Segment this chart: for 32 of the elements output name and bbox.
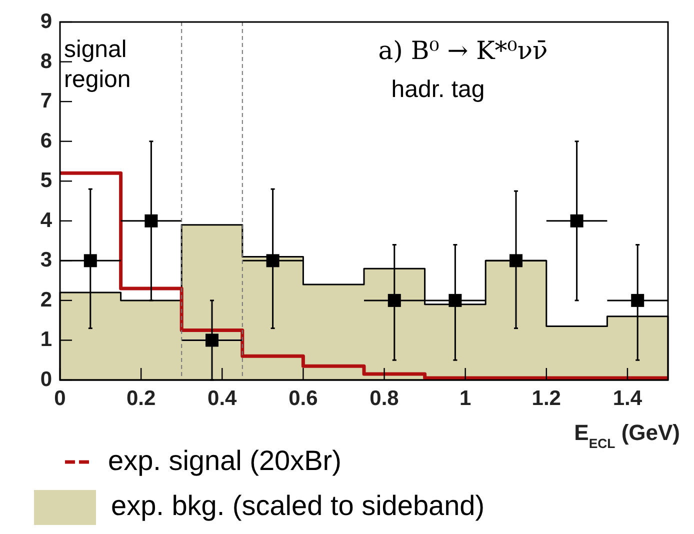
point	[84, 254, 97, 268]
x-tick-label: 1.4	[612, 387, 642, 410]
point	[510, 254, 522, 268]
y-tick-label: 7	[40, 90, 52, 113]
y-tick-label: 2	[40, 288, 52, 312]
y-tick-label: 6	[40, 129, 52, 152]
y-tick-label: 3	[40, 248, 52, 272]
x-tick-label: 1	[459, 387, 472, 410]
x-axis-title: E$_{ECL}$ (GeV)	[574, 420, 680, 450]
legend-label: exp. bkg. (scaled to sideband)	[111, 490, 485, 521]
x-tick-label: 0.2	[126, 387, 156, 410]
point	[206, 334, 218, 347]
y-tick-label: 4	[40, 208, 52, 232]
point	[631, 294, 644, 307]
point	[448, 294, 462, 307]
x-tick-label: 0.4	[208, 387, 238, 410]
annotation: a) B⁰ → K*⁰νν̄	[378, 36, 548, 65]
x-tick-label: 1.2	[532, 387, 561, 410]
point	[266, 254, 280, 268]
x-tick-label: 0.8	[370, 387, 400, 410]
y-tick-label: 0	[40, 368, 52, 391]
y-tick-label: 8	[40, 50, 52, 73]
y-tick-label: 1	[40, 328, 52, 352]
legend-label: exp. signal (20xBr)	[108, 445, 342, 476]
annotation: signal region	[64, 36, 131, 93]
x-tick-label: 0.6	[288, 387, 318, 410]
y-tick-label: 9	[40, 10, 52, 33]
point	[570, 214, 584, 228]
y-tick-label: 5	[40, 169, 52, 192]
point	[144, 214, 158, 228]
annotation: hadr. tag	[391, 76, 485, 103]
point	[388, 294, 401, 307]
